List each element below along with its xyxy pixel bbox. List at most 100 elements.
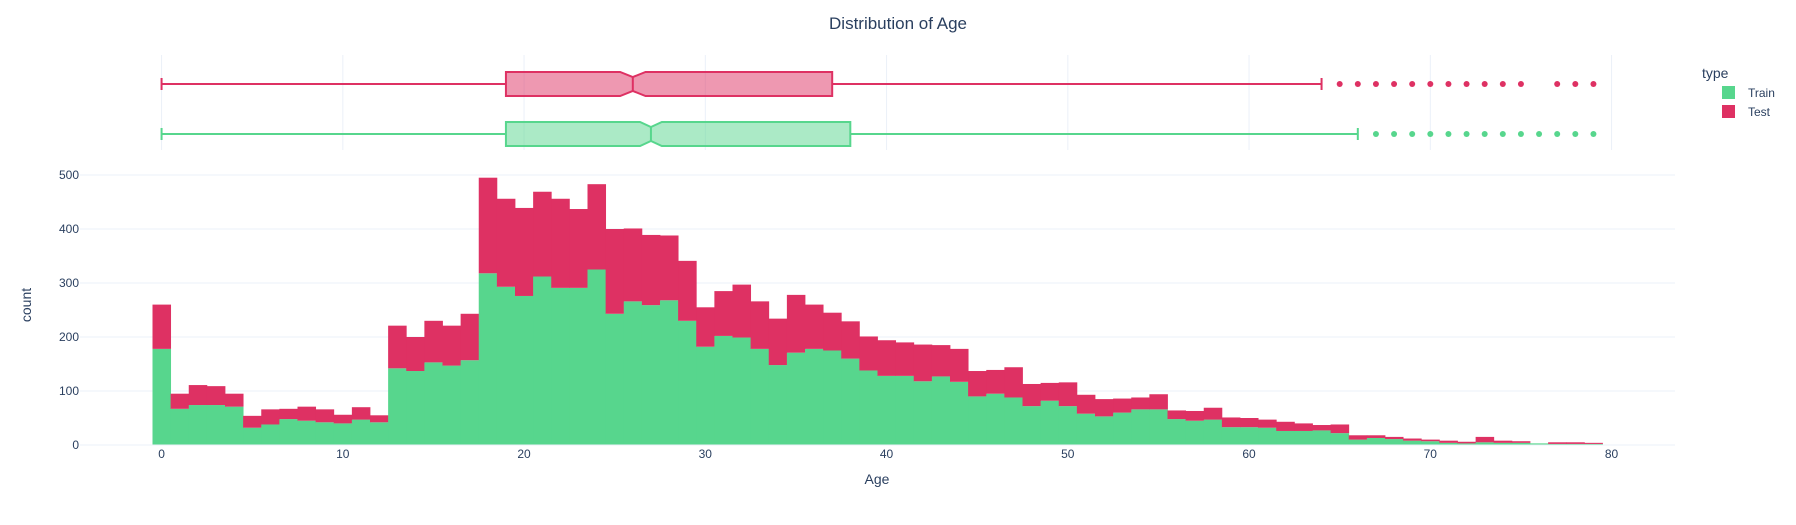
bar-test bbox=[696, 307, 715, 347]
bar-train bbox=[297, 420, 317, 445]
bar-test bbox=[768, 318, 788, 366]
outlier-point bbox=[1481, 81, 1488, 87]
bar-train bbox=[1185, 420, 1205, 445]
bar-train bbox=[823, 350, 842, 445]
bar-test bbox=[931, 345, 951, 377]
bar-test bbox=[913, 344, 933, 382]
bar-train bbox=[1493, 442, 1513, 445]
x-tick-label: 50 bbox=[1061, 447, 1075, 461]
bar-test bbox=[1221, 417, 1241, 428]
bar-test bbox=[1258, 419, 1277, 428]
legend-label-test: Test bbox=[1748, 105, 1771, 119]
bar-train bbox=[478, 273, 498, 445]
bar-test bbox=[968, 371, 987, 397]
bar-test bbox=[279, 408, 298, 420]
y-tick-label: 300 bbox=[59, 276, 79, 290]
x-axis-ticks: 0 10 20 30 40 50 60 70 80 bbox=[158, 447, 1618, 461]
outlier-point bbox=[1409, 131, 1416, 137]
bar-test bbox=[1167, 410, 1187, 420]
bar-train bbox=[1511, 442, 1531, 445]
bar-test bbox=[315, 409, 335, 423]
bar-train bbox=[696, 346, 715, 445]
bar-test bbox=[950, 348, 969, 382]
y-tick-label: 100 bbox=[59, 384, 79, 398]
bar-train bbox=[1403, 440, 1422, 445]
bar-train bbox=[1294, 430, 1313, 445]
bar-train bbox=[406, 371, 425, 445]
bar-train bbox=[1095, 416, 1114, 445]
outlier-point bbox=[1445, 131, 1452, 137]
bar-test bbox=[406, 337, 425, 372]
bar-test bbox=[1421, 439, 1440, 442]
y-tick-label: 200 bbox=[59, 330, 79, 344]
bar-train bbox=[1240, 427, 1259, 445]
bar-train bbox=[1221, 427, 1241, 445]
bar-train bbox=[551, 287, 570, 445]
outlier-point bbox=[1517, 131, 1524, 137]
bar-test bbox=[351, 407, 371, 420]
outlier-point bbox=[1590, 81, 1597, 87]
bar-train bbox=[515, 295, 534, 445]
bar-train bbox=[1131, 409, 1150, 445]
bar-test bbox=[623, 228, 643, 302]
outlier-point bbox=[1372, 81, 1379, 87]
bar-train bbox=[1004, 397, 1023, 445]
bar-test bbox=[333, 414, 353, 424]
y-tick-label: 400 bbox=[59, 222, 79, 236]
bar-test bbox=[1240, 418, 1259, 428]
bar-train bbox=[1040, 400, 1060, 445]
bar-test bbox=[551, 198, 570, 288]
bar-train bbox=[496, 286, 516, 445]
bar-test bbox=[388, 325, 407, 369]
outlier-point bbox=[1517, 81, 1524, 87]
legend-swatch-test bbox=[1722, 105, 1735, 118]
legend[interactable]: type Train Test bbox=[1702, 65, 1775, 119]
bar-train bbox=[1058, 406, 1078, 445]
y-axis-ticks: 0 100 200 300 400 500 bbox=[59, 168, 79, 452]
x-tick-label: 0 bbox=[158, 447, 165, 461]
bar-test bbox=[1457, 441, 1477, 444]
bar-test bbox=[515, 207, 534, 296]
bar-test bbox=[859, 336, 878, 371]
bar-train bbox=[351, 419, 371, 445]
bar-train bbox=[605, 313, 625, 445]
bar-test bbox=[823, 312, 842, 351]
bar-test bbox=[714, 291, 733, 336]
outlier-point bbox=[1572, 131, 1579, 137]
bar-test bbox=[424, 320, 443, 363]
bar-train bbox=[768, 365, 788, 445]
outlier-point bbox=[1427, 81, 1434, 87]
y-tick-label: 500 bbox=[59, 168, 79, 182]
bar-train bbox=[279, 419, 298, 445]
bar-test bbox=[895, 342, 915, 376]
x-tick-label: 60 bbox=[1242, 447, 1256, 461]
legend-item-train[interactable]: Train bbox=[1722, 86, 1775, 100]
bar-train bbox=[895, 375, 915, 445]
outlier-point bbox=[1590, 131, 1597, 137]
legend-title: type bbox=[1702, 65, 1729, 81]
bar-train bbox=[1439, 442, 1458, 445]
bar-test bbox=[1113, 398, 1132, 413]
bar-test bbox=[1330, 424, 1350, 434]
bar-test bbox=[1294, 423, 1313, 431]
bar-train bbox=[1348, 439, 1368, 445]
bar-train bbox=[877, 375, 897, 445]
bar-test bbox=[460, 313, 480, 361]
bar-train bbox=[388, 368, 407, 445]
bar-test bbox=[1022, 383, 1042, 407]
bar-test bbox=[1439, 440, 1458, 443]
legend-item-test[interactable]: Test bbox=[1722, 105, 1771, 119]
bar-train bbox=[841, 358, 860, 445]
bar-test bbox=[877, 340, 897, 376]
bar-train bbox=[424, 362, 443, 445]
bar-train bbox=[623, 301, 643, 445]
bar-test bbox=[1004, 367, 1023, 398]
outlier-point bbox=[1536, 131, 1543, 137]
bar-test bbox=[660, 235, 679, 301]
bar-test bbox=[1185, 410, 1205, 421]
bar-train bbox=[678, 320, 697, 445]
outlier-point bbox=[1409, 81, 1416, 87]
bar-train bbox=[1076, 413, 1096, 445]
bar-test bbox=[841, 321, 860, 359]
